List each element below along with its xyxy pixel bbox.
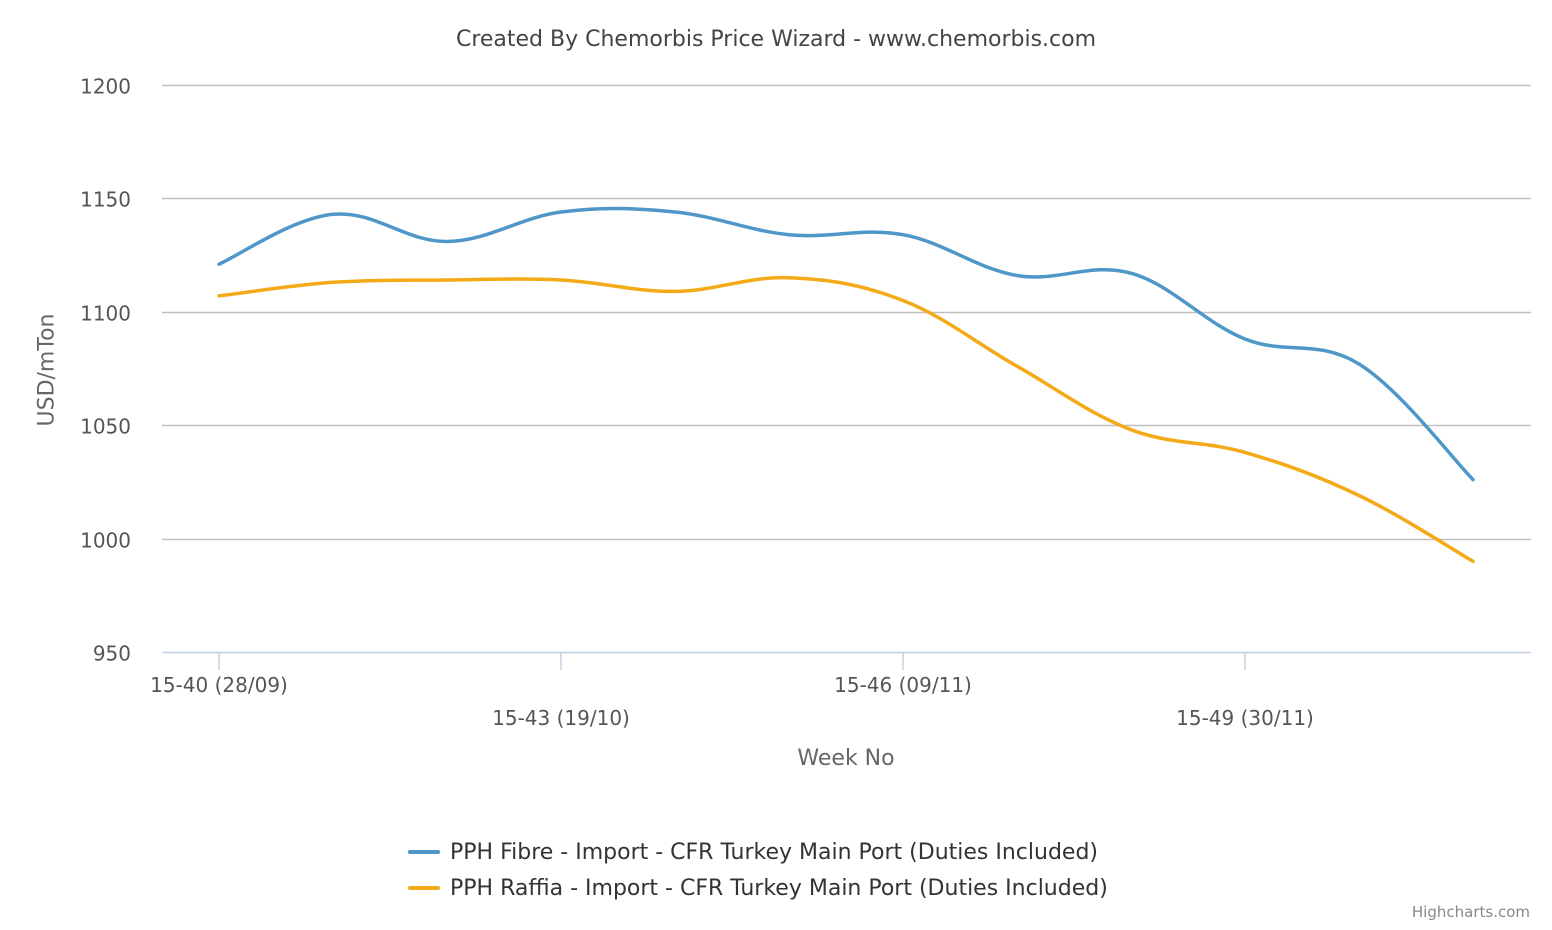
legend-swatch-raffia — [408, 886, 440, 890]
grid-lines — [162, 84, 1531, 541]
legend-label-fibre: PPH Fibre - Import - CFR Turkey Main Por… — [450, 839, 1098, 865]
y-tick-label-1000: 1000 — [80, 529, 131, 553]
y-tick-label-1050: 1050 — [80, 415, 131, 439]
y-tick-label-1200: 1200 — [80, 75, 131, 99]
y-axis-title: USD/mTon — [34, 313, 60, 427]
y-tick-label-1150: 1150 — [80, 188, 131, 212]
legend-item-raffia[interactable]: PPH Raffia - Import - CFR Turkey Main Po… — [408, 870, 1108, 906]
legend-item-fibre[interactable]: PPH Fibre - Import - CFR Turkey Main Por… — [408, 834, 1108, 870]
x-axis: 15-40 (28/09) 15-43 (19/10) 15-46 (09/11) 1… — [150, 651, 1531, 730]
x-tick-label-6: 15-46 (09/11) — [834, 673, 972, 697]
series-line-0 — [217, 206, 1475, 482]
legend-swatch-fibre — [408, 850, 440, 854]
legend: PPH Fibre - Import - CFR Turkey Main Por… — [408, 834, 1108, 906]
x-tick-label-9: 15-49 (30/11) — [1176, 706, 1314, 730]
series-lines — [217, 206, 1475, 564]
chart-title: Created By Chemorbis Price Wizard - www.… — [455, 27, 1097, 52]
y-tick-label-950: 950 — [93, 642, 131, 666]
x-tick-label-0: 15-40 (28/09) — [150, 673, 288, 697]
x-axis-title: Week No — [797, 746, 895, 771]
series-line-1 — [217, 275, 1475, 564]
legend-label-raffia: PPH Raffia - Import - CFR Turkey Main Po… — [450, 875, 1108, 901]
credits-link[interactable]: Highcharts.com — [1411, 903, 1530, 921]
x-tick-label-3: 15-43 (19/10) — [492, 706, 630, 730]
y-axis: 950 1000 1050 1100 1150 1200 — [80, 75, 131, 666]
y-tick-label-1100: 1100 — [80, 302, 131, 326]
